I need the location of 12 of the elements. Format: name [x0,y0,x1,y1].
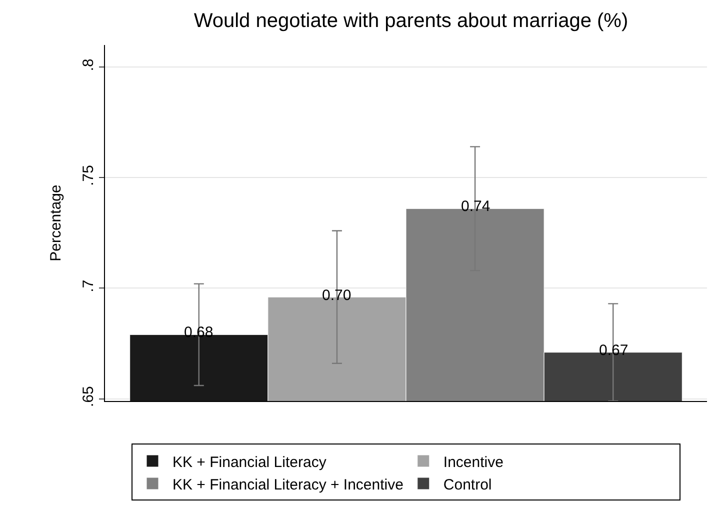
legend-label: Control [443,476,492,494]
y-axis-title: Percentage [47,184,64,262]
y-tick-label: .7 [80,280,97,292]
y-tick-label: .8 [80,58,97,72]
legend-label: KK + Financial Literacy + Incentive [172,476,404,494]
y-tick-label: .65 [80,386,97,407]
data-label: 0.74 [461,198,490,215]
legend-label: KK + Financial Literacy [172,454,327,471]
y-tick-label: .75 [80,164,97,186]
chart-title: Would negotiate with parents about marriage (%) [194,10,628,32]
legend-label: Incentive [443,454,504,471]
data-label: 0.70 [322,287,352,304]
